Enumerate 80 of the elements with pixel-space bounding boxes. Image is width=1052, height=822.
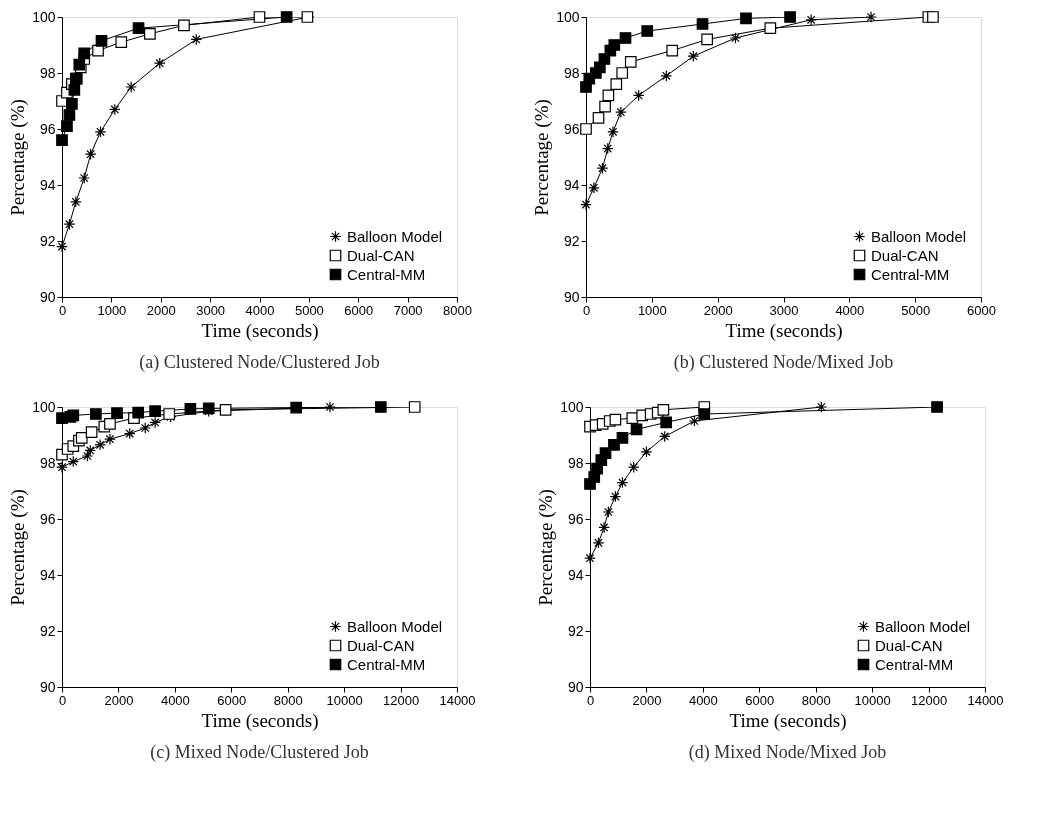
y-tick-label: 92 (39, 622, 56, 639)
x-tick-label: 4000 (245, 302, 275, 318)
x-tick-label: 1000 (637, 302, 667, 318)
y-tick-label: 98 (563, 64, 580, 81)
text: (b) Clustered Node/Mixed Job (673, 352, 894, 373)
x-tick-label: 0 (58, 302, 67, 318)
y-tick-label: 90 (39, 288, 56, 305)
y-tick-label: 96 (39, 120, 56, 137)
x-tick-label: 2000 (632, 692, 662, 708)
legend-label: Central-MM (875, 655, 954, 673)
y-axis-title: Percentage (%) (531, 99, 554, 216)
legend-label: Balloon Model (871, 227, 967, 245)
x-tick-label: 5000 (901, 302, 931, 318)
x-tick-label: 0 (58, 692, 67, 708)
y-tick-label: 92 (563, 232, 580, 249)
x-tick-label: 6000 (217, 692, 247, 708)
legend-label: Balloon Model (347, 227, 443, 245)
y-tick-label: 94 (567, 566, 584, 583)
y-tick-label: 94 (39, 176, 56, 193)
y-tick-label: 94 (39, 566, 56, 583)
x-axis-title: Time (seconds) (201, 709, 319, 732)
x-tick-label: 2000 (703, 302, 733, 318)
legend-label: Dual-CAN (875, 636, 943, 654)
y-axis-title: Percentage (%) (7, 99, 30, 216)
x-tick-label: 6000 (967, 302, 996, 318)
y-tick-label: 96 (563, 120, 580, 137)
y-tick-label: 96 (567, 510, 584, 527)
x-tick-label: 14000 (967, 692, 1004, 708)
legend-label: Balloon Model (347, 617, 443, 635)
legend-label: Central-MM (347, 265, 426, 283)
y-tick-label: 100 (32, 8, 56, 25)
x-tick-label: 2000 (146, 302, 176, 318)
y-tick-label: 98 (39, 64, 56, 81)
legend-label: Dual-CAN (871, 246, 939, 264)
x-tick-label: 0 (582, 302, 591, 318)
x-tick-label: 4000 (835, 302, 865, 318)
x-axis-title: Time (seconds) (201, 319, 319, 342)
x-tick-label: 8000 (443, 302, 472, 318)
x-tick-label: 12000 (910, 692, 948, 708)
x-tick-label: 10000 (854, 692, 891, 708)
y-tick-label: 100 (556, 8, 580, 25)
x-tick-label: 8000 (801, 692, 831, 708)
text: (c) Mixed Node/Clustered Job (150, 742, 369, 763)
text: (d) Mixed Node/Mixed Job (688, 742, 887, 763)
y-tick-label: 90 (39, 678, 56, 695)
x-tick-label: 6000 (344, 302, 374, 318)
y-axis-title: Percentage (%) (535, 489, 558, 606)
legend-label: Balloon Model (875, 617, 971, 635)
y-tick-label: 98 (39, 454, 56, 471)
legend-label: Dual-CAN (347, 246, 415, 264)
x-tick-label: 0 (586, 692, 595, 708)
x-tick-label: 8000 (273, 692, 303, 708)
y-tick-label: 98 (567, 454, 584, 471)
y-tick-label: 96 (39, 510, 56, 527)
x-tick-label: 3000 (769, 302, 799, 318)
text: (a) Clustered Node/Clustered Job (139, 352, 380, 373)
x-tick-label: 14000 (439, 692, 476, 708)
x-axis-title: Time (seconds) (729, 709, 847, 732)
x-tick-label: 6000 (745, 692, 775, 708)
y-tick-label: 100 (560, 398, 584, 415)
x-axis-title: Time (seconds) (725, 319, 843, 342)
x-tick-label: 4000 (160, 692, 190, 708)
x-tick-label: 5000 (294, 302, 324, 318)
legend-label: Central-MM (871, 265, 950, 283)
x-tick-label: 1000 (97, 302, 127, 318)
x-tick-label: 3000 (196, 302, 226, 318)
y-tick-label: 90 (567, 678, 584, 695)
x-tick-label: 2000 (104, 692, 134, 708)
y-tick-label: 92 (567, 622, 584, 639)
legend-label: Central-MM (347, 655, 426, 673)
x-tick-label: 12000 (382, 692, 420, 708)
x-tick-label: 7000 (393, 302, 423, 318)
y-tick-label: 100 (32, 398, 56, 415)
x-tick-label: 4000 (688, 692, 718, 708)
y-tick-label: 90 (563, 288, 580, 305)
y-tick-label: 92 (39, 232, 56, 249)
legend-label: Dual-CAN (347, 636, 415, 654)
y-tick-label: 94 (563, 176, 580, 193)
y-axis-title: Percentage (%) (7, 489, 30, 606)
x-tick-label: 10000 (326, 692, 363, 708)
